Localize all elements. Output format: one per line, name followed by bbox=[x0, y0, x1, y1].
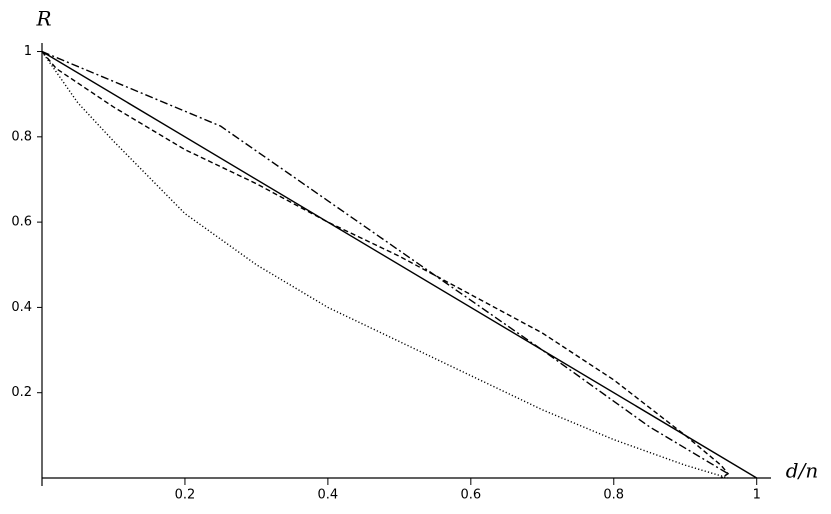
series-line bbox=[41, 51, 729, 479]
y-tick-label: 0.8 bbox=[11, 129, 32, 144]
x-tick-label: 0.4 bbox=[318, 488, 339, 503]
x-tick-label: 0.2 bbox=[175, 488, 196, 503]
y-axis-label: R bbox=[35, 7, 51, 31]
x-tick-label: 0.8 bbox=[603, 488, 624, 503]
y-tick-label: 0.2 bbox=[11, 385, 32, 400]
series-line bbox=[41, 50, 730, 479]
x-tick-label: 1 bbox=[753, 488, 761, 503]
y-tick-label: 0.4 bbox=[11, 300, 32, 315]
x-tick-label: 0.6 bbox=[460, 488, 481, 503]
series-line bbox=[41, 51, 730, 479]
y-tick-label: 0.6 bbox=[11, 215, 32, 230]
y-tick-label: 1 bbox=[24, 44, 32, 59]
x-axis-label: d/n bbox=[786, 459, 818, 483]
series-line bbox=[41, 50, 758, 479]
